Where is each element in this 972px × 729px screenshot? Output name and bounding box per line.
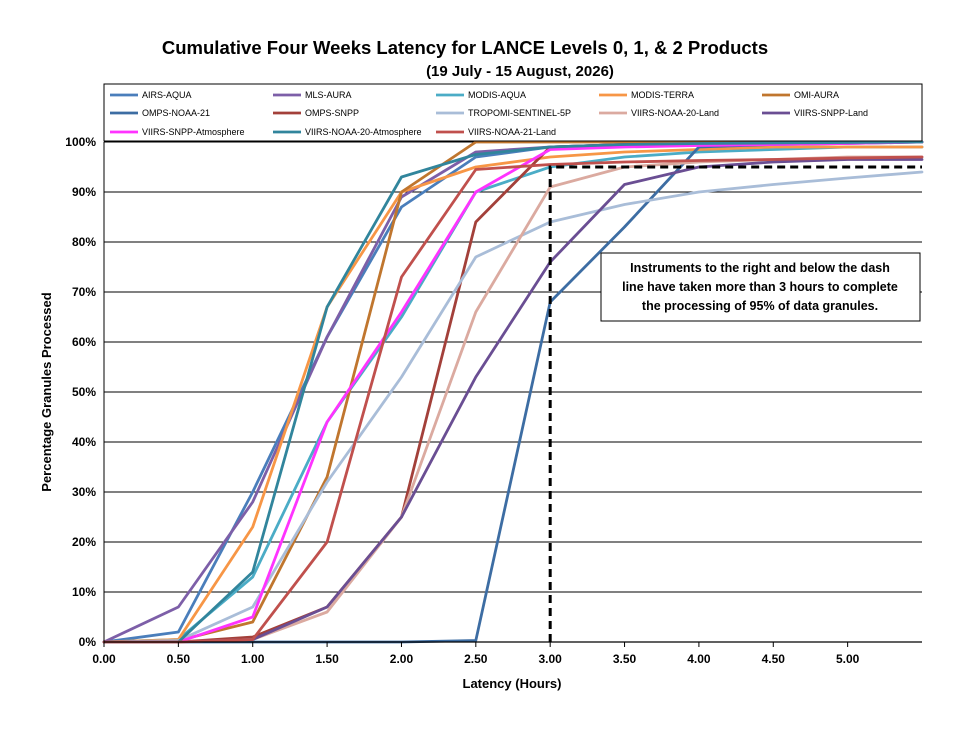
series-line-viirs-noaa-21-land bbox=[102, 155, 924, 644]
x-tick-label: 3.50 bbox=[613, 652, 637, 666]
series-line-viirs-snpp-land bbox=[102, 158, 924, 644]
y-tick-label: 0% bbox=[79, 635, 97, 649]
series-line-viirs-snpp-atmosphere bbox=[102, 140, 924, 644]
x-tick-label: 4.00 bbox=[687, 652, 711, 666]
legend-entry: VIIRS-NOAA-21-Land bbox=[468, 127, 556, 137]
legend-entry: VIIRS-SNPP-Atmosphere bbox=[142, 127, 245, 137]
x-tick-label: 0.00 bbox=[92, 652, 116, 666]
legend-entry: VIIRS-NOAA-20-Atmosphere bbox=[305, 127, 422, 137]
annotation-box bbox=[600, 252, 921, 322]
x-tick-label: 1.50 bbox=[315, 652, 339, 666]
threshold-dash-line bbox=[548, 165, 922, 642]
legend-entry: MODIS-AQUA bbox=[468, 90, 526, 100]
gridlines bbox=[104, 141, 922, 643]
series-line-viirs-noaa-20-atmosphere bbox=[102, 140, 924, 644]
y-tick-label: 70% bbox=[72, 285, 96, 299]
y-tick-labels: 0% 10% 20% 30% 40% 50% 60% 70% 80% 90% 100% bbox=[65, 135, 96, 649]
legend-entry: MODIS-TERRA bbox=[631, 90, 694, 100]
series-line-modis-aqua bbox=[102, 145, 924, 644]
legend-entry: VIIRS-SNPP-Land bbox=[794, 108, 868, 118]
y-tick-label: 40% bbox=[72, 435, 96, 449]
y-tick-label: 50% bbox=[72, 385, 96, 399]
x-tick-label: 3.00 bbox=[539, 652, 563, 666]
y-tick-label: 90% bbox=[72, 185, 96, 199]
y-axis-label: Percentage Granules Processed bbox=[39, 292, 54, 491]
legend-entry: OMI-AURA bbox=[794, 90, 839, 100]
series-line-modis-terra bbox=[102, 145, 924, 644]
series-line-viirs-noaa-20-land bbox=[102, 155, 924, 644]
legend-entry: OMPS-NOAA-21 bbox=[142, 108, 210, 118]
x-tick-label: 2.50 bbox=[464, 652, 488, 666]
legend-entry: TROPOMI-SENTINEL-5P bbox=[468, 108, 571, 118]
series-line-tropomi-sentinel-5p bbox=[102, 170, 924, 644]
x-tick-labels: 0.00 0.50 1.00 1.50 2.00 2.50 3.00 3.50 4.00 4.50… bbox=[92, 652, 859, 666]
legend: AIRS-AQUA MLS-AURA MODIS-AQUA MODIS-TERRA OM… bbox=[110, 90, 868, 137]
chart-subtitle: (19 July - 15 August, 2026) bbox=[426, 63, 614, 80]
y-tick-label: 60% bbox=[72, 335, 96, 349]
y-tick-label: 80% bbox=[72, 235, 96, 249]
y-tick-label: 100% bbox=[65, 135, 96, 149]
x-tick-label: 2.00 bbox=[390, 652, 414, 666]
chart-title: Cumulative Four Weeks Latency for LANCE … bbox=[162, 37, 768, 58]
annotation-line-1: Instruments to the right and below the d… bbox=[630, 261, 890, 275]
legend-entry: VIIRS-NOAA-20-Land bbox=[631, 108, 719, 118]
legend-entry: OMPS-SNPP bbox=[305, 108, 359, 118]
x-tick-label: 1.00 bbox=[241, 652, 265, 666]
x-tick-label: 0.50 bbox=[167, 652, 191, 666]
x-tick-label: 5.00 bbox=[836, 652, 860, 666]
y-tick-label: 30% bbox=[72, 485, 96, 499]
series-layer bbox=[102, 140, 924, 644]
annotation-line-3: the processing of 95% of data granules. bbox=[642, 299, 878, 313]
y-tick-label: 20% bbox=[72, 535, 96, 549]
legend-entry: AIRS-AQUA bbox=[142, 90, 192, 100]
axes bbox=[103, 142, 922, 647]
annotation-line-2: line have taken more than 3 hours to com… bbox=[622, 280, 898, 294]
legend-entry: MLS-AURA bbox=[305, 90, 352, 100]
y-tick-label: 10% bbox=[72, 585, 96, 599]
x-axis-label: Latency (Hours) bbox=[463, 676, 562, 691]
x-tick-label: 4.50 bbox=[762, 652, 786, 666]
